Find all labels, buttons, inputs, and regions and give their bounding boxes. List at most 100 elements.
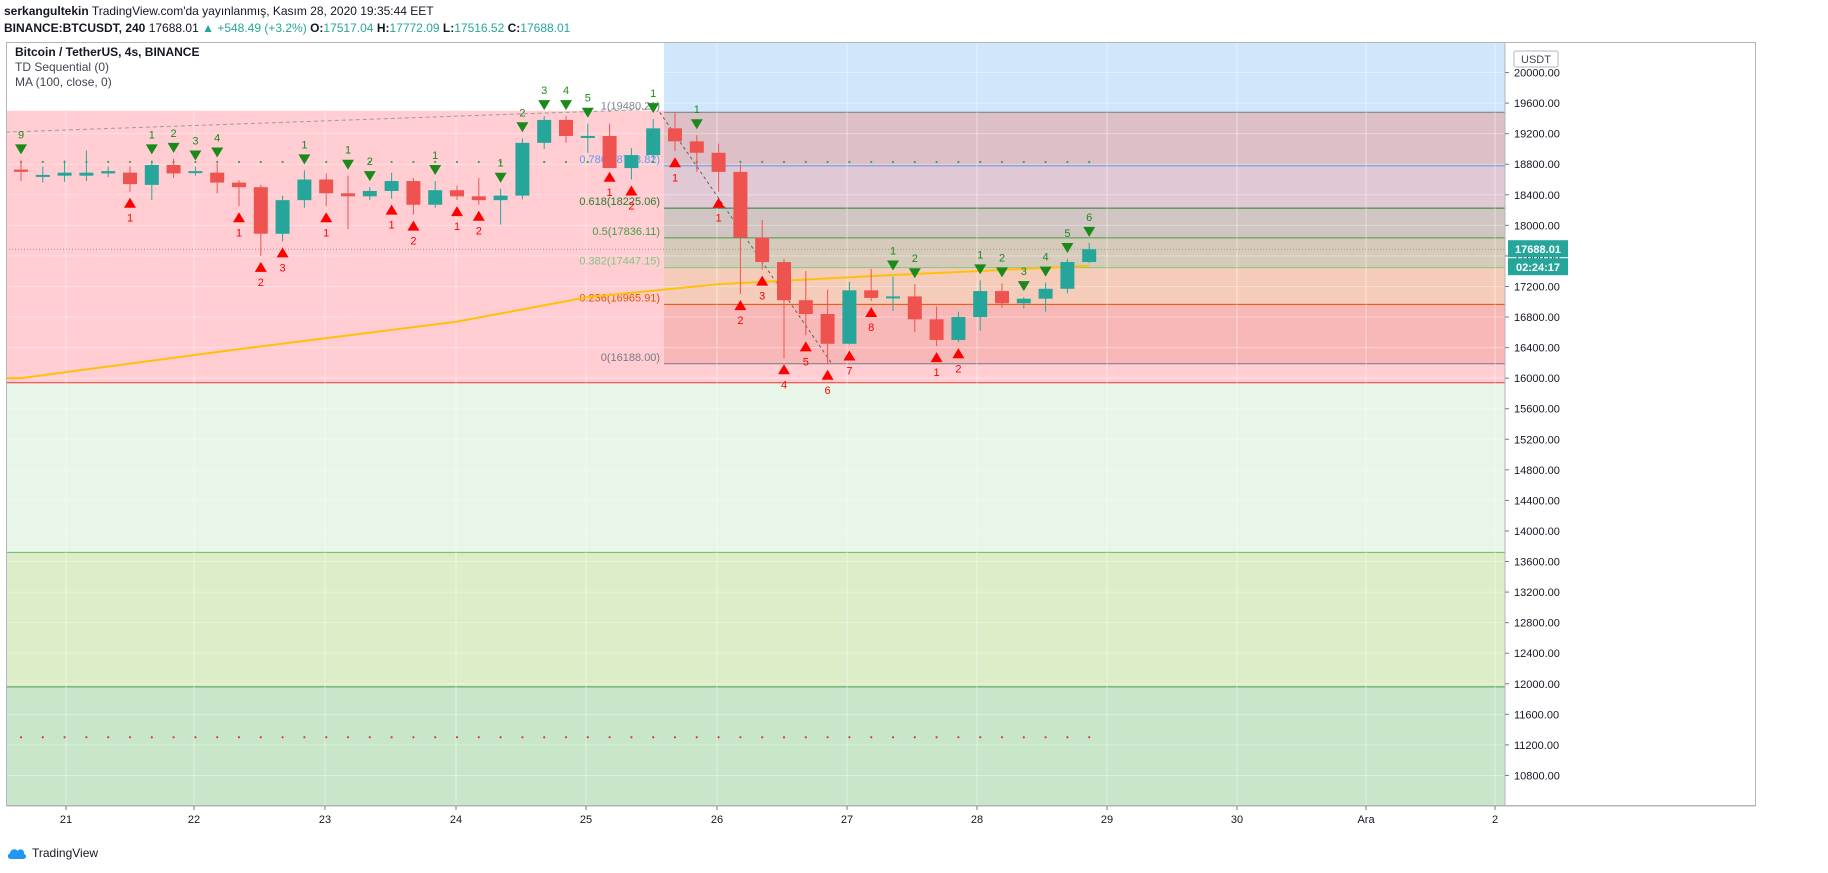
candle-body	[929, 319, 944, 340]
td-resistance-dot	[870, 736, 873, 739]
td-buy-arrow	[320, 212, 333, 223]
time-tick-label: 22	[188, 814, 200, 826]
td-buy-count: 1	[323, 227, 329, 239]
price-tick-label: 20000.00	[1514, 68, 1560, 80]
td-sell-count: 1	[432, 150, 438, 162]
td-sell-arrow	[996, 267, 1008, 278]
candle-body	[471, 196, 486, 201]
candle-body	[995, 291, 1009, 304]
price-chart[interactable]: 1(19480.21)0.786(18778.82)0.618(18225.06…	[0, 0, 1828, 840]
td-resistance-dot	[891, 736, 895, 739]
price-tick-label: 19200.00	[1514, 129, 1560, 141]
legend-title[interactable]: Bitcoin / TetherUS, 4s, BINANCE	[15, 45, 200, 59]
td-buy-count: 1	[607, 187, 613, 199]
fib-trend-line	[659, 112, 833, 365]
high-label: H:	[376, 21, 390, 35]
td-resistance-dot	[19, 736, 23, 739]
fib-band	[664, 165, 1505, 209]
candle-body	[886, 296, 900, 299]
td-resistance-dot	[957, 736, 960, 739]
time-tick-label: 29	[1101, 814, 1113, 826]
td-sell-count: 9	[18, 129, 24, 141]
candle-body	[1082, 249, 1097, 263]
time-tick-label: 21	[60, 814, 72, 826]
low-label: L:	[442, 21, 455, 35]
td-resistance-dot	[1000, 736, 1004, 739]
td-resistance-dot	[172, 736, 175, 739]
td-buy-arrow	[952, 348, 965, 359]
td-resistance-dot	[41, 736, 44, 739]
legend-ma[interactable]: MA (100, close, 0)	[15, 75, 112, 89]
candle-body	[1016, 298, 1031, 304]
td-buy-arrow	[451, 206, 463, 217]
author-name[interactable]: serkangultekin	[4, 4, 89, 18]
countdown-tag	[1508, 258, 1568, 276]
candle-body	[1060, 262, 1075, 289]
candle-body	[842, 290, 857, 344]
fib-band	[664, 208, 1505, 238]
candle-body	[362, 190, 377, 197]
td-support-dot	[826, 160, 829, 164]
td-resistance-dot	[564, 736, 568, 739]
td-buy-arrow	[472, 210, 485, 221]
candle-body	[624, 155, 639, 169]
td-support-dot	[455, 160, 459, 164]
candle-body	[646, 128, 661, 156]
td-support-dot	[216, 160, 219, 164]
td-buy-arrow	[625, 185, 638, 196]
td-resistance-dot	[608, 736, 611, 739]
td-sell-arrow	[211, 147, 224, 158]
time-tick-label: 26	[711, 814, 723, 826]
td-buy-arrow	[778, 364, 790, 375]
td-sell-count: 6	[1086, 212, 1092, 224]
td-support-dot	[848, 160, 851, 164]
price-tick-label: 15200.00	[1514, 434, 1560, 446]
price-axis	[1505, 42, 1756, 806]
candle-body	[602, 135, 617, 169]
price-tick-label: 13200.00	[1514, 587, 1560, 599]
currency-label: USDT	[1521, 54, 1551, 66]
td-resistance-dot	[303, 736, 306, 739]
td-support-dot	[325, 160, 328, 164]
td-sell-count: 5	[1064, 228, 1070, 240]
zone-band	[6, 686, 1505, 806]
td-support-dot	[281, 160, 284, 164]
td-sell-arrow	[581, 107, 594, 118]
candle-body	[57, 172, 72, 176]
td-sell-arrow	[15, 144, 27, 155]
tradingview-brand[interactable]: TradingView	[6, 846, 98, 860]
candle-body	[907, 296, 922, 320]
td-resistance-dot	[979, 736, 982, 739]
td-resistance-dot	[455, 736, 459, 739]
td-resistance-dot	[107, 736, 110, 739]
cloud-icon	[7, 849, 27, 859]
symbol-label: BINANCE:BTCUSDT, 240	[4, 21, 146, 35]
price-tick-label: 16400.00	[1514, 343, 1560, 355]
td-resistance-dot	[325, 736, 328, 739]
td-resistance-dot	[128, 736, 132, 739]
td-sell-arrow	[974, 264, 987, 275]
td-sell-arrow	[1083, 226, 1096, 237]
td-sell-count: 1	[149, 129, 155, 141]
td-sell-arrow	[342, 159, 354, 170]
td-buy-count: 5	[803, 356, 809, 368]
td-sell-arrow	[494, 172, 507, 183]
td-sell-arrow	[1061, 242, 1074, 253]
time-tick-label: 30	[1231, 814, 1243, 826]
candle-body	[755, 237, 770, 263]
td-resistance-dot	[281, 736, 284, 739]
td-resistance-dot	[499, 736, 502, 739]
td-resistance-dot	[1044, 736, 1047, 739]
legend-td-sequential[interactable]: TD Sequential (0)	[15, 60, 110, 74]
td-resistance-dot	[477, 736, 480, 739]
td-sell-count: 3	[192, 136, 198, 148]
td-buy-count: 6	[825, 385, 831, 397]
candle-body	[275, 200, 290, 234]
td-support-dot	[434, 160, 437, 164]
fib-band	[664, 112, 1505, 166]
td-resistance-dot	[1022, 736, 1025, 739]
projection-box	[664, 42, 1505, 113]
td-support-dot	[935, 160, 938, 164]
price-tick-label: 12400.00	[1514, 648, 1560, 660]
td-sell-count: 1	[650, 88, 656, 100]
